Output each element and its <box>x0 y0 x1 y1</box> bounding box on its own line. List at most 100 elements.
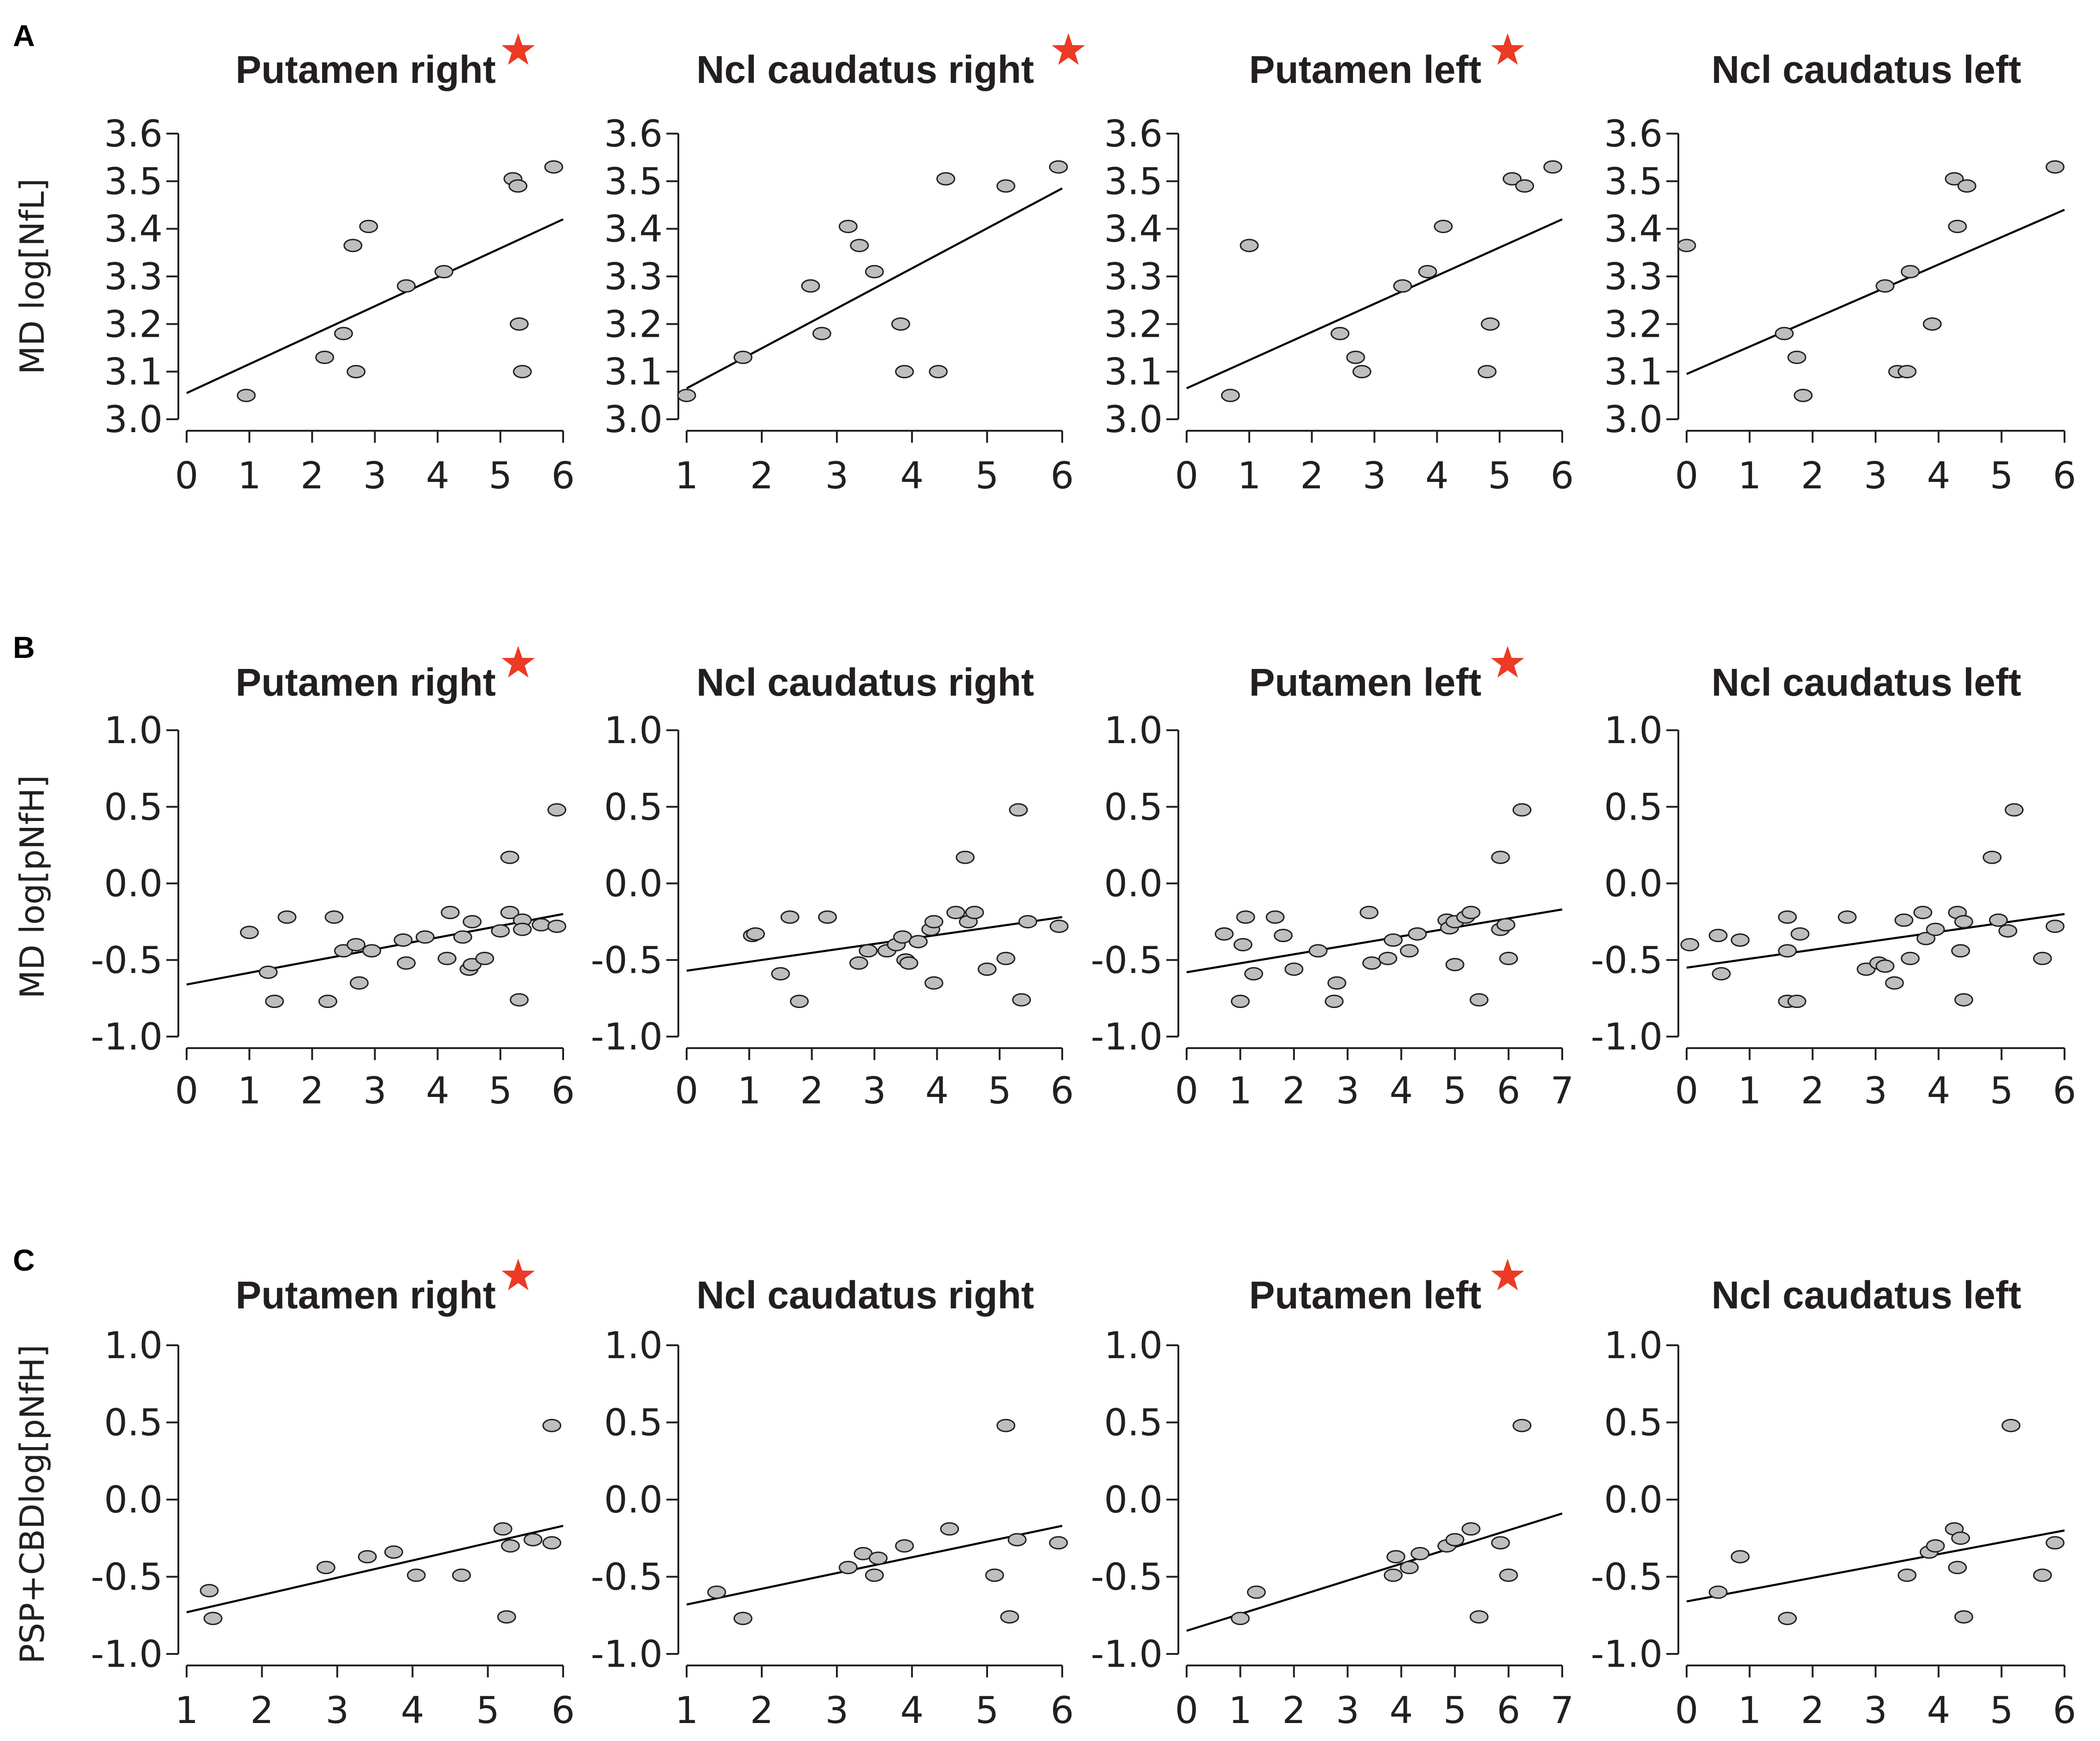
data-point <box>1876 959 1894 973</box>
x-tick-label: 0 <box>1175 454 1199 497</box>
x-tick-label: 2 <box>1801 1689 1824 1732</box>
scatter-plot-1-3: Ncl caudatus left -1.0 -0.5 0.0 0.5 1.0 0 1 2 3 4 5… <box>1591 661 2076 1112</box>
data-point <box>1470 1610 1489 1624</box>
data-point <box>1926 922 1945 936</box>
y-tick-label: 3.2 <box>104 303 163 346</box>
regression-line <box>1686 1529 2065 1603</box>
data-point <box>1274 929 1293 943</box>
data-point <box>1049 160 1068 174</box>
data-point <box>771 967 790 981</box>
data-point <box>2033 1568 2052 1582</box>
x-tick-label: 6 <box>552 454 575 497</box>
y-tick-label: 1.0 <box>104 1324 163 1367</box>
data-point <box>1982 850 2002 864</box>
scatter-plot-2-2: Putamen left -1.0 -0.5 0.0 0.5 1.0 0 1 2 3 4 5 6 7 <box>1091 1259 1574 1732</box>
data-point <box>316 1560 335 1574</box>
x-tick-label: 3 <box>1336 1689 1359 1732</box>
data-point <box>838 220 858 233</box>
y-tick-label: -1.0 <box>1591 1015 1663 1058</box>
significance-star-icon <box>1491 646 1524 678</box>
data-point <box>1408 927 1427 941</box>
data-point <box>1383 1568 1403 1582</box>
x-tick-label: 5 <box>1443 1069 1467 1112</box>
x-tick-label: 5 <box>1443 1689 1467 1732</box>
data-point <box>955 850 975 864</box>
x-tick-label: 3 <box>1363 454 1386 497</box>
y-tick-label: 3.4 <box>104 208 163 251</box>
x-tick-label: 1 <box>675 454 699 497</box>
data-point <box>1778 1612 1797 1625</box>
data-point <box>1400 1560 1419 1574</box>
significance-star-icon <box>1052 33 1085 65</box>
data-point <box>733 1612 753 1625</box>
regression-line <box>686 1524 1063 1606</box>
data-point <box>1775 327 1794 340</box>
data-point <box>1897 365 1917 379</box>
x-tick-label: 2 <box>1300 454 1324 497</box>
x-tick-label: 5 <box>976 1689 999 1732</box>
x-tick-label: 5 <box>1990 1689 2013 1732</box>
x-tick-label: 1 <box>1738 1069 1761 1112</box>
x-tick-label: 6 <box>2053 1689 2076 1732</box>
plot-title: Putamen right <box>235 48 496 91</box>
data-point <box>1327 976 1347 990</box>
data-point <box>1330 327 1350 340</box>
data-point <box>1247 1585 1266 1599</box>
data-point <box>895 365 914 379</box>
x-tick-label: 1 <box>1738 454 1761 497</box>
data-point <box>277 910 297 924</box>
data-point <box>1512 803 1532 817</box>
y-tick-label: 3.3 <box>104 255 163 298</box>
data-point <box>1009 803 1028 817</box>
data-point <box>1215 927 1234 941</box>
x-tick-label: 6 <box>1051 1689 1074 1732</box>
y-axis-label-row-b: MD log[pNfH] <box>13 775 52 998</box>
data-point <box>1730 1550 1750 1564</box>
x-tick-label: 0 <box>1175 1689 1199 1732</box>
panel-label-b: B <box>13 630 35 664</box>
data-point <box>547 803 566 817</box>
data-point <box>1712 967 1731 981</box>
data-point <box>453 930 472 944</box>
x-tick-label: 4 <box>900 454 924 497</box>
y-tick-label: 0.0 <box>104 862 163 905</box>
data-point <box>259 965 278 979</box>
regression-line <box>1186 1512 1563 1632</box>
data-point <box>812 327 831 340</box>
regression-line <box>686 916 1063 972</box>
scatter-plot-0-0: Putamen right 3.0 3.1 3.2 3.33.4 3.5 3.6 0 1 2 3 4 5… <box>104 33 575 497</box>
data-point <box>1778 910 1797 924</box>
data-point <box>1954 1610 1973 1624</box>
y-tick-label: 1.0 <box>604 709 663 752</box>
y-tick-label: 3.1 <box>1604 351 1663 393</box>
data-point <box>1461 1522 1481 1536</box>
plot-title: Ncl caudatus right <box>696 1273 1034 1317</box>
data-point <box>1778 944 1797 958</box>
y-tick-label: 3.6 <box>1104 112 1163 155</box>
y-tick-label: 1.0 <box>1104 1324 1163 1367</box>
y-tick-label: 3.1 <box>1104 351 1163 393</box>
y-tick-label: -0.5 <box>91 939 163 982</box>
scatter-plot-2-3: Ncl caudatus left -1.0 -0.5 0.0 0.5 1.0 0 1 2 3 4 5… <box>1591 1273 2076 1732</box>
data-point <box>996 951 1016 965</box>
data-point <box>1926 1539 1945 1553</box>
data-point <box>1512 1419 1532 1432</box>
data-point <box>677 388 696 402</box>
data-point <box>1894 913 1913 927</box>
x-tick-label: 4 <box>925 1069 949 1112</box>
x-tick-label: 4 <box>1927 1689 1950 1732</box>
plot-title: Ncl caudatus left <box>1712 661 2021 704</box>
y-tick-label: 3.5 <box>604 160 663 203</box>
data-point <box>493 1522 512 1536</box>
data-point <box>1230 1612 1250 1625</box>
x-tick-label: 6 <box>2053 1069 2076 1112</box>
data-point <box>1346 351 1365 364</box>
x-tick-label: 6 <box>2053 454 2076 497</box>
data-point <box>1515 179 1534 193</box>
data-point <box>544 160 564 174</box>
y-tick-label: -1.0 <box>1091 1633 1163 1676</box>
data-point <box>318 995 337 1008</box>
x-tick-label: 5 <box>488 1069 512 1112</box>
data-point <box>397 956 416 970</box>
y-tick-label: 0.0 <box>1604 862 1663 905</box>
